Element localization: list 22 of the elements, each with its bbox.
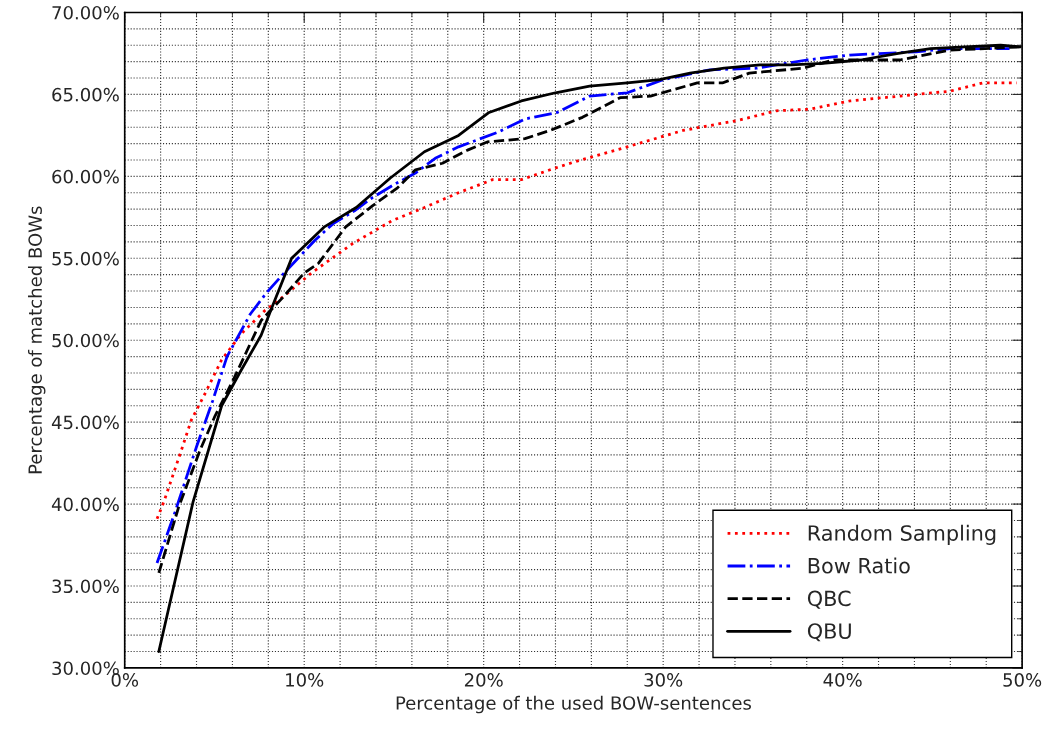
line-series [155, 81, 1019, 521]
legend-label: Random Sampling [808, 524, 996, 545]
x-tick-label: 40% [823, 673, 862, 687]
y-tick-label: 30.00% [52, 661, 119, 676]
legend-label: QBC [807, 590, 851, 609]
x-tick-label: 10% [286, 673, 324, 687]
y-tick-label: 40.00% [51, 497, 119, 512]
y-tick-label: 50.00% [52, 333, 119, 348]
y-tick-label: 45.00% [51, 415, 119, 430]
y-tick-label: 60.00% [52, 169, 119, 184]
x-tick-label: 0% [111, 673, 139, 687]
y-tick-label: 35.00% [52, 579, 119, 594]
legend-label: QBU [807, 623, 851, 642]
legend-label: Bow Ratio [808, 557, 910, 574]
y-tick-label: 65.00% [52, 87, 119, 102]
x-tick-label: 30% [644, 673, 683, 687]
y-axis-title: Percentage of matched BOWs [27, 206, 46, 474]
y-tick-label: 70.00% [52, 5, 119, 20]
x-axis-title: Percentage of the used BOW-sentences [396, 695, 751, 714]
x-tick-label: 50% [1003, 673, 1042, 687]
y-tick-label: 55.00% [52, 251, 119, 266]
x-tick-label: 20% [464, 673, 503, 687]
